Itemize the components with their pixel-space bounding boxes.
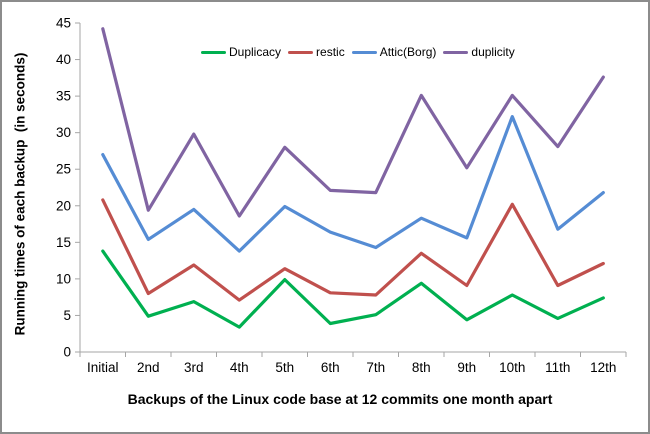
x-tick-label: 8th [412, 360, 431, 375]
legend-item-restic: restic [288, 45, 345, 59]
x-tick-label: 10th [499, 360, 525, 375]
x-tick-label: 7th [366, 360, 385, 375]
y-tick-label: 10 [56, 271, 71, 286]
x-tick-label: 5th [275, 360, 294, 375]
legend-label: Attic(Borg) [379, 45, 437, 59]
series-line-attic-borg- [101, 114, 605, 253]
y-tick-label: 0 [63, 345, 71, 360]
y-tick-label: 35 [56, 89, 71, 104]
series-line-duplicity [101, 27, 605, 218]
legend-item-duplicacy: Duplicacy [201, 45, 281, 59]
x-axis-title: Backups of the Linux code base at 12 com… [127, 391, 553, 407]
legend-label: duplicity [471, 45, 515, 59]
x-tick-label: Initial [87, 360, 119, 375]
series-line-duplicacy [101, 249, 605, 329]
y-tick-label: 25 [56, 162, 71, 177]
x-tick-label: 6th [321, 360, 340, 375]
y-tick-label: 5 [63, 308, 71, 323]
y-tick-label: 20 [56, 198, 71, 213]
x-tick-label: 2nd [137, 360, 160, 375]
legend: Duplicacy restic Attic(Borg) duplicity [201, 45, 515, 59]
y-tick-label: 40 [56, 52, 71, 67]
legend-swatch [443, 50, 469, 54]
series-line-restic [101, 198, 605, 302]
x-tick-label: 12th [590, 360, 616, 375]
y-tick-label: 15 [56, 235, 71, 250]
x-tick-label: 9th [457, 360, 476, 375]
legend-label: restic [316, 45, 345, 59]
legend-swatch [288, 50, 314, 54]
legend-label: Duplicacy [229, 45, 282, 59]
x-tick-label: 4th [230, 360, 249, 375]
x-tick-label: 3rd [184, 360, 204, 375]
x-tick-label: 11th [545, 360, 570, 375]
legend-item-attic-borg-: Attic(Borg) [351, 45, 437, 59]
y-tick-label: 30 [56, 125, 71, 140]
legend-item-duplicity: duplicity [443, 45, 515, 59]
legend-swatch [351, 50, 377, 54]
y-tick-label: 45 [56, 16, 71, 31]
legend-swatch [201, 50, 226, 54]
